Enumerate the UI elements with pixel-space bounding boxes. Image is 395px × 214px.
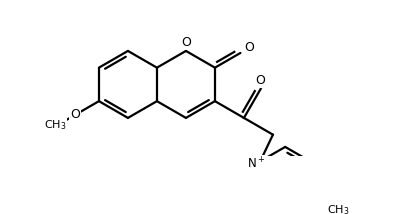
Text: O: O <box>256 74 265 88</box>
Text: N$^+$: N$^+$ <box>247 156 265 171</box>
Text: O: O <box>70 108 80 121</box>
Text: CH$_3$: CH$_3$ <box>327 203 350 214</box>
Text: O: O <box>245 41 254 54</box>
Text: CH$_3$: CH$_3$ <box>44 118 66 132</box>
Text: O: O <box>181 36 191 49</box>
